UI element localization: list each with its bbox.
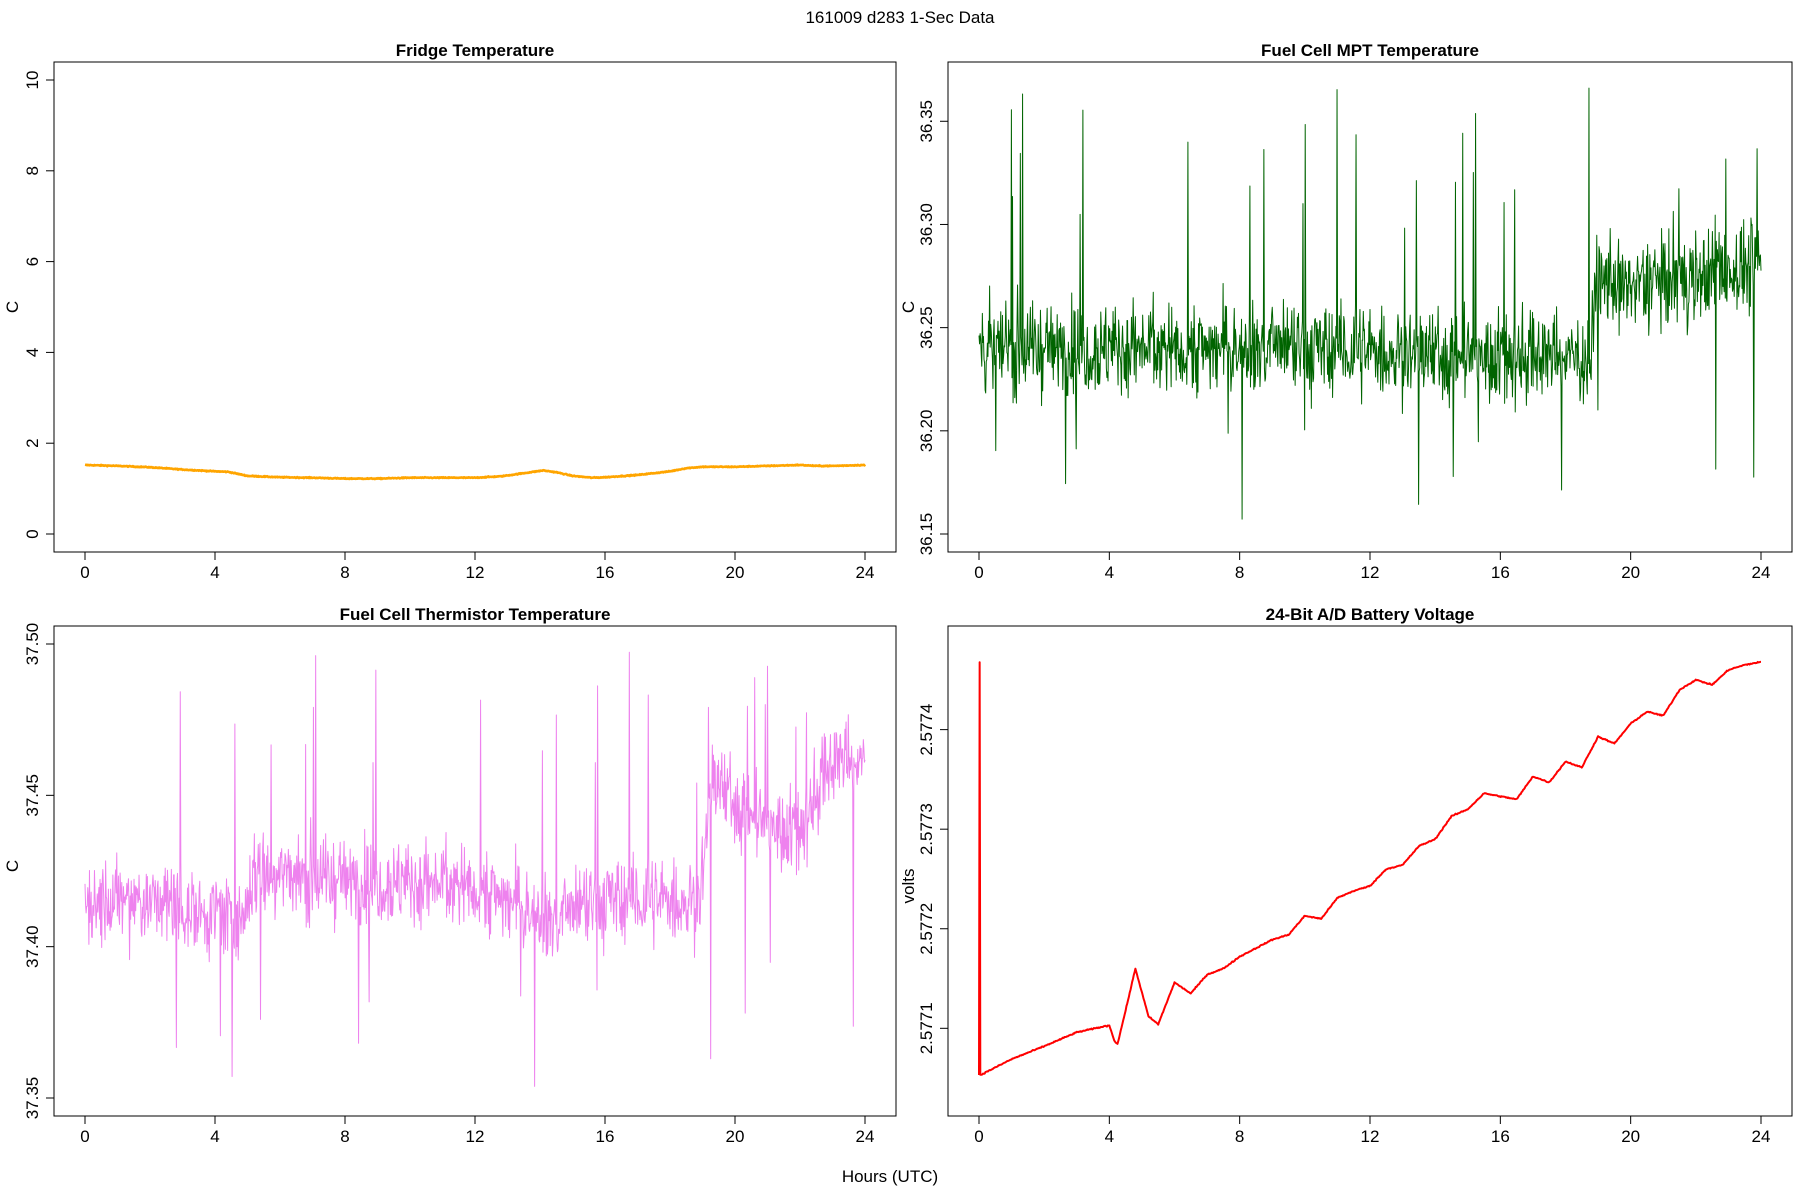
series-line — [978, 87, 1762, 520]
y-tick-label: 37.50 — [23, 623, 42, 666]
y-tick-label: 2.5772 — [917, 903, 936, 955]
x-tick-label: 16 — [1491, 1127, 1510, 1146]
y-tick-label: 37.35 — [23, 1077, 42, 1120]
figure-suptitle: 161009 d283 1-Sec Data — [805, 8, 995, 27]
y-tick-label: 36.25 — [917, 306, 936, 349]
x-tick-label: 16 — [596, 1127, 615, 1146]
panel-title: 24-Bit A/D Battery Voltage — [1266, 605, 1475, 624]
y-axis-label: C — [3, 860, 22, 872]
y-tick-label: 36.35 — [917, 100, 936, 143]
y-tick-label: 2.5774 — [917, 704, 936, 756]
panel-title: Fridge Temperature — [396, 41, 554, 60]
x-tick-label: 4 — [210, 1127, 219, 1146]
series-line — [84, 463, 867, 481]
y-tick-label: 6 — [23, 257, 42, 266]
y-axis-label: C — [899, 301, 918, 313]
x-tick-label: 20 — [726, 563, 745, 582]
panel-fuel-cell-thermistor-temperature: Fuel Cell Thermistor Temperature C 0 4 8 12 16… — [3, 605, 897, 1146]
y-tick-label: 36.20 — [917, 410, 936, 453]
x-tick-label: 8 — [340, 563, 349, 582]
y-tick-label: 36.30 — [917, 203, 936, 246]
y-tick-label: 10 — [23, 71, 42, 90]
y-tick-label: 37.40 — [23, 925, 42, 968]
x-tick-label: 0 — [80, 1127, 89, 1146]
y-tick-label: 4 — [23, 348, 42, 357]
x-tick-label: 4 — [1105, 563, 1114, 582]
figure-x-axis-label: Hours (UTC) — [842, 1167, 938, 1186]
x-tick-label: 24 — [856, 1127, 875, 1146]
y-tick-label: 2 — [23, 438, 42, 447]
y-tick-label: 0 — [23, 529, 42, 538]
x-tick-label: 8 — [340, 1127, 349, 1146]
panel-battery-voltage: 24-Bit A/D Battery Voltage volts 0 4 8 12 16 20… — [899, 605, 1793, 1146]
y-axis-label: volts — [899, 869, 918, 904]
x-tick-label: 8 — [1235, 1127, 1244, 1146]
x-tick-label: 4 — [210, 563, 219, 582]
x-tick-label: 4 — [1105, 1127, 1114, 1146]
x-tick-label: 24 — [1752, 1127, 1771, 1146]
plot-frame — [947, 625, 1793, 1117]
x-tick-label: 0 — [80, 563, 89, 582]
panel-fuel-cell-mpt-temperature: Fuel Cell MPT Temperature C 0 4 8 12 16 20 24 36.… — [899, 41, 1793, 582]
panel-title: Fuel Cell Thermistor Temperature — [340, 605, 611, 624]
x-tick-label: 12 — [1361, 563, 1380, 582]
x-tick-label: 0 — [974, 563, 983, 582]
y-tick-label: 2.5773 — [917, 803, 936, 855]
x-tick-label: 20 — [726, 1127, 745, 1146]
y-axis-label: C — [3, 301, 22, 313]
panel-title: Fuel Cell MPT Temperature — [1261, 41, 1479, 60]
x-tick-label: 24 — [1752, 563, 1771, 582]
x-tick-label: 12 — [466, 1127, 485, 1146]
x-tick-label: 12 — [466, 563, 485, 582]
x-tick-label: 16 — [596, 563, 615, 582]
x-tick-label: 8 — [1235, 563, 1244, 582]
x-tick-label: 12 — [1361, 1127, 1380, 1146]
y-tick-label: 8 — [23, 166, 42, 175]
series-line — [978, 660, 1762, 1076]
y-tick-label: 37.45 — [23, 774, 42, 817]
x-tick-label: 0 — [974, 1127, 983, 1146]
x-tick-label: 20 — [1621, 1127, 1640, 1146]
x-tick-label: 16 — [1491, 563, 1510, 582]
y-tick-label: 36.15 — [917, 513, 936, 556]
y-tick-label: 2.5771 — [917, 1002, 936, 1054]
series-line — [84, 651, 866, 1087]
x-tick-label: 24 — [856, 563, 875, 582]
x-tick-label: 20 — [1621, 563, 1640, 582]
